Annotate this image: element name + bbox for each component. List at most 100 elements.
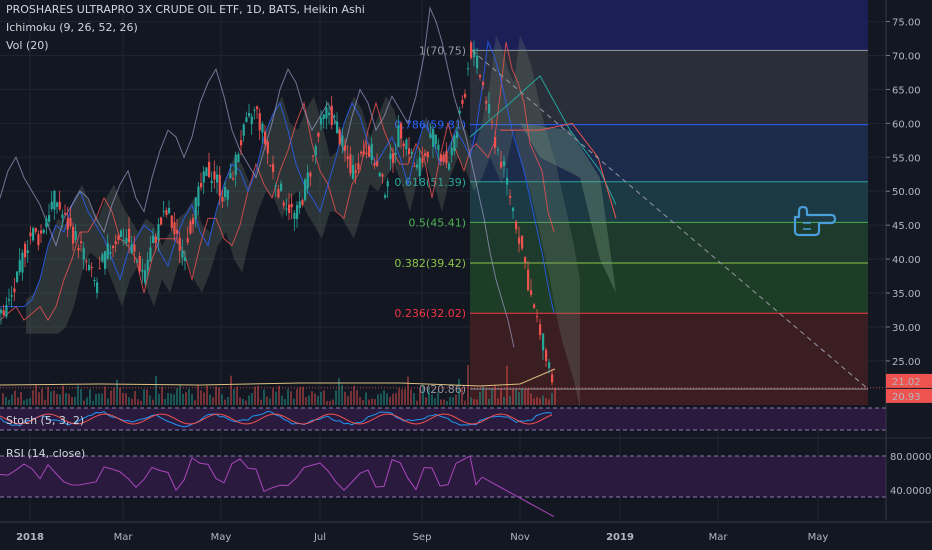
candle-body — [168, 207, 171, 214]
volume-bar — [263, 389, 265, 405]
stoch-legend[interactable]: Stoch (5, 3, 2) — [6, 414, 85, 427]
volume-bar — [311, 391, 313, 405]
candle-body — [376, 161, 379, 166]
volume-bar — [113, 387, 115, 405]
candle-body — [48, 215, 51, 222]
rsi-legend[interactable]: RSI (14, close) — [6, 447, 86, 460]
candle-body — [314, 146, 317, 156]
candle-body — [424, 153, 427, 156]
candle-body — [117, 235, 120, 240]
candle-body — [96, 282, 99, 293]
candle-body — [453, 135, 456, 152]
candle-body — [77, 248, 80, 251]
fib-level-label: 1(70.75) — [419, 44, 466, 57]
volume-bar — [2, 393, 4, 405]
candle-body — [45, 218, 48, 228]
volume-bar — [122, 393, 124, 405]
candle-body — [320, 117, 323, 125]
volume-bar — [485, 390, 487, 405]
volume-bar — [440, 399, 442, 405]
volume-bar — [473, 399, 475, 405]
volume-bar — [482, 385, 484, 405]
volume-bar — [533, 398, 535, 405]
candle-body — [32, 228, 35, 241]
candle-body — [93, 280, 96, 282]
candle-body — [34, 227, 37, 232]
volume-bar — [134, 391, 136, 405]
candle-body — [133, 244, 136, 252]
volume-bar — [74, 396, 76, 405]
price-tick-label: 25.00 — [892, 357, 921, 368]
volume-bar — [200, 390, 202, 405]
candle-body — [309, 172, 312, 177]
candle-body — [410, 152, 413, 154]
volume-bar — [389, 396, 391, 405]
candle-body — [368, 146, 371, 157]
last-price-label: 21.02 — [892, 377, 921, 388]
candle-body — [74, 231, 77, 240]
fib-level-label: 0(20.86) — [419, 383, 466, 396]
candle-body — [186, 238, 189, 243]
volume-bar — [527, 388, 529, 405]
candle-body — [545, 350, 548, 362]
stoch-pane — [0, 407, 932, 439]
volume-bar — [266, 396, 268, 405]
rsi-line — [0, 455, 555, 518]
time-tick-label: Sep — [413, 532, 432, 543]
candle-body — [461, 99, 464, 104]
price-tick-label: 50.00 — [892, 187, 921, 198]
candle-body — [448, 163, 451, 170]
volume-bar — [359, 397, 361, 405]
volume-bar — [410, 389, 412, 405]
fib-level-label: 0.236(32.02) — [394, 307, 466, 320]
volume-bar — [230, 375, 232, 405]
candle-body — [357, 163, 360, 170]
volume-bars — [0, 365, 556, 405]
candle-body — [426, 151, 429, 158]
volume-bar — [299, 387, 301, 405]
volume-bar — [458, 378, 460, 405]
candle-body — [296, 205, 299, 220]
volume-bar — [404, 388, 406, 405]
volume-bar — [98, 393, 100, 405]
time-axis[interactable]: 2018 Mar May Jul Sep Nov 2019 Mar May — [0, 521, 932, 543]
candle-body — [192, 218, 195, 225]
volume-bar — [95, 393, 97, 405]
candle-body — [346, 156, 349, 160]
candle-body — [290, 203, 293, 208]
volume-bar — [206, 385, 208, 405]
candle-body — [293, 212, 296, 219]
candle-body — [149, 247, 152, 261]
volume-bar — [47, 386, 49, 405]
ichimoku-legend[interactable]: Ichimoku (9, 26, 52, 26) — [6, 21, 138, 34]
volume-bar — [272, 388, 274, 405]
cloud-area — [26, 35, 580, 409]
volume-bar — [335, 390, 337, 405]
candle-body — [317, 132, 320, 137]
candle-body — [389, 153, 392, 160]
candle-body — [138, 256, 141, 272]
candle-body — [37, 234, 40, 246]
volume-bar — [506, 365, 508, 405]
volume-bar — [413, 393, 415, 405]
volume-ma — [0, 368, 556, 387]
price-axis[interactable]: 75.00 70.00 65.00 60.00 55.00 50.00 45.00 40.00… — [885, 0, 932, 520]
fib-retracement[interactable]: 1(70.75)0.786(59.81)0.618(51.39)0.5(45.4… — [394, 0, 868, 405]
volume-bar — [278, 385, 280, 405]
candle-body — [264, 131, 267, 144]
time-tick-label: Mar — [114, 532, 134, 543]
volume-bar — [101, 393, 103, 405]
time-tick-label: 2018 — [16, 532, 44, 543]
trend-line[interactable] — [0, 50, 886, 390]
candle-body — [42, 229, 45, 233]
volume-bar — [368, 399, 370, 405]
candle-body — [50, 201, 53, 210]
volume-bar — [20, 392, 22, 405]
volume-bar — [83, 400, 85, 405]
candle-body — [360, 151, 363, 154]
candle-body — [189, 221, 192, 234]
candle-body — [261, 123, 264, 133]
volume-bar — [131, 398, 133, 405]
volume-legend[interactable]: Vol (20) — [6, 39, 49, 52]
